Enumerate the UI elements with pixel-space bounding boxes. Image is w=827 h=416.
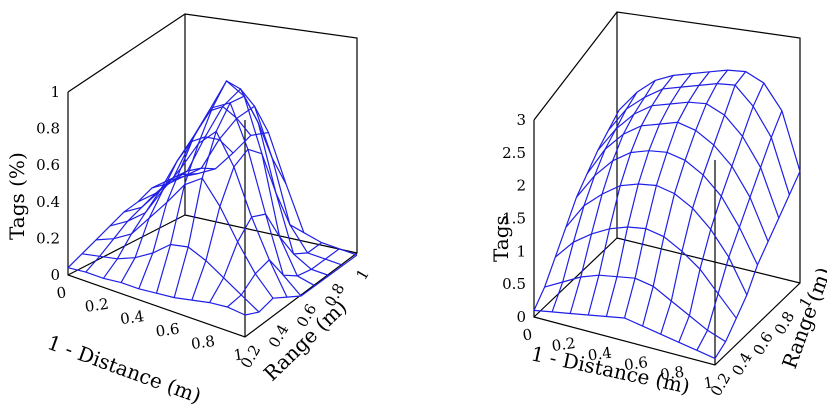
mesh-line-distance-7 [660, 71, 747, 335]
axes-box [67, 13, 358, 338]
z-tick-label: 0.8 [36, 120, 60, 138]
mesh-line-distance-5 [623, 71, 710, 319]
mesh-line-distance-6 [642, 69, 729, 327]
z-tick-label: 2 [516, 177, 526, 195]
mesh-line-distance-8 [209, 213, 322, 303]
z-axis-label: Tags [489, 215, 513, 262]
x-tick-label: 0.6 [623, 353, 649, 374]
z-tick-label: 1.5 [502, 210, 526, 228]
mesh-line-distance-8 [678, 82, 765, 343]
mesh-line-distance-0 [533, 109, 620, 311]
z-tick-label: 3 [516, 111, 526, 129]
mesh-line-distance-10 [714, 171, 801, 359]
x-tick-label: 0 [55, 283, 67, 302]
z-axis-label: Tags (%) [5, 152, 29, 240]
x-tick-label: 0.4 [119, 307, 145, 328]
x-tick-label: 0.8 [659, 363, 685, 384]
z-tick-labels: 0 0.5 1 1.5 2 2.5 3 [502, 111, 526, 326]
x-tick-label: 0.6 [154, 320, 180, 341]
mesh-line-distance-3 [587, 75, 674, 316]
z-tick-label: 1 [516, 242, 526, 260]
x-tick-label: 0.2 [84, 295, 110, 316]
x-tick-label: 0 [521, 325, 533, 344]
mesh-line-distance-2 [569, 80, 656, 314]
mesh-line-distance-4 [138, 105, 252, 290]
x-tick-label: 0.2 [550, 334, 576, 355]
x-tick-label: 1 [702, 373, 714, 392]
z-tick-label: 0.4 [36, 193, 60, 211]
axes-box [533, 11, 801, 366]
surface-mesh [67, 79, 358, 316]
y-tick-label: 0.4 [728, 349, 756, 379]
mesh-line-distance-1 [85, 173, 198, 273]
mesh-line-range-8 [179, 131, 358, 256]
z-tick-label: 0.2 [36, 229, 60, 247]
x-tick-labels: 0 0.2 0.4 0.6 0.8 1 [521, 325, 714, 392]
mesh-line-distance-3 [120, 136, 234, 283]
surface-mesh [533, 69, 801, 359]
z-tick-label: 0.6 [36, 156, 60, 174]
mesh-line-distance-9 [696, 110, 783, 351]
mesh-line-distance-10 [244, 254, 358, 316]
mesh-line-distance-5 [155, 80, 270, 294]
x-tick-labels: 0 0.2 0.4 0.6 0.8 1 [55, 283, 244, 364]
mesh-line-distance-1 [551, 91, 638, 313]
x-tick-label: 0.4 [587, 344, 613, 365]
z-tick-label: 1 [50, 83, 60, 101]
mesh-line-distance-4 [605, 73, 692, 317]
mesh-line-range-4 [576, 150, 759, 266]
x-axis-label: 1 - Distance (m) [44, 330, 204, 408]
mesh-line-distance-0 [67, 174, 181, 269]
z-tick-label: 0.5 [502, 275, 526, 293]
mesh-line-distance-2 [102, 167, 216, 279]
z-tick-label: 0 [50, 266, 60, 284]
mesh-line-distance-7 [191, 148, 305, 301]
z-tick-labels: 0 0.2 0.4 0.6 0.8 1 [36, 83, 60, 284]
z-tick-label: 2.5 [502, 144, 526, 162]
y-tick-label: 0.6 [749, 329, 777, 359]
mesh-line-distance-6 [173, 95, 287, 298]
z-tick-label: 0 [516, 308, 526, 326]
mesh-line-range-3 [109, 130, 288, 298]
surface-plot-tags-percent: 00.20.40.60.81 00.20.40.60.81 0.20.40.60… [5, 13, 373, 408]
x-tick-label: 0.8 [190, 332, 216, 353]
surface-plot-tags: 00.511.522.53 0 0.2 0.4 0.6 0.8 1 0.20.40.60.… [489, 11, 827, 399]
y-tick-label: 1 [352, 266, 372, 283]
x-tick-label: 1 [232, 345, 244, 364]
mesh-line-distance-9 [226, 248, 340, 308]
